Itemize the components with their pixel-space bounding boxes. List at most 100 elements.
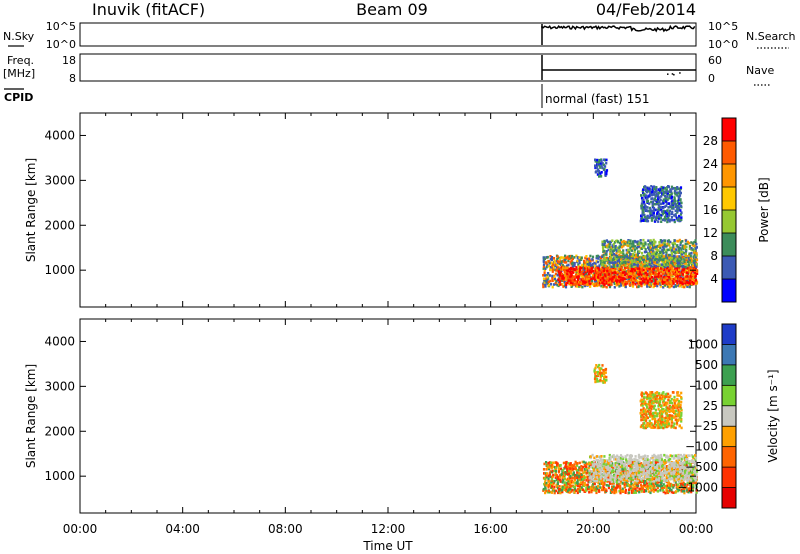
data-cell <box>566 281 569 285</box>
data-cell <box>573 256 576 259</box>
data-cell <box>565 261 568 264</box>
data-cell <box>612 249 615 252</box>
data-cell <box>657 418 660 421</box>
data-cell <box>679 209 682 212</box>
data-cell <box>612 275 615 279</box>
data-cell <box>646 455 649 458</box>
data-cell <box>631 277 634 280</box>
data-cell <box>670 203 673 206</box>
data-cell <box>632 465 635 468</box>
data-cell <box>623 483 626 486</box>
data-cell <box>598 461 601 465</box>
data-cell <box>568 469 571 473</box>
data-cell <box>644 454 647 458</box>
data-cell <box>661 192 664 196</box>
data-cell <box>650 485 653 488</box>
data-cell <box>619 284 623 287</box>
data-cell <box>642 272 645 275</box>
data-cell <box>589 282 592 286</box>
nave-label: Nave <box>746 64 774 77</box>
data-cell <box>652 490 655 493</box>
data-cell <box>659 471 662 474</box>
data-cell <box>654 411 657 415</box>
data-cell <box>587 466 590 470</box>
data-cell <box>652 411 655 415</box>
data-cell <box>644 400 647 404</box>
data-cell <box>669 457 672 461</box>
data-cell <box>616 457 619 461</box>
data-cell <box>647 403 650 406</box>
data-cell <box>655 190 658 193</box>
data-cell <box>555 478 558 481</box>
data-cell <box>657 408 660 411</box>
data-cell <box>629 466 632 470</box>
data-cell <box>618 247 621 250</box>
data-cell <box>674 426 677 430</box>
data-cell <box>680 211 683 214</box>
data-cell <box>640 282 643 285</box>
data-cell <box>672 263 675 267</box>
data-cell <box>641 219 644 222</box>
data-cell <box>614 279 618 282</box>
data-cell <box>655 192 658 196</box>
data-cell <box>640 268 643 272</box>
data-cell <box>657 402 660 406</box>
data-cell <box>648 471 651 475</box>
data-cell <box>664 196 667 199</box>
data-cell <box>621 263 624 267</box>
data-cell <box>622 249 625 252</box>
data-cell <box>609 280 612 284</box>
data-cell <box>673 395 676 399</box>
data-cell <box>588 462 591 466</box>
data-cell <box>593 471 596 475</box>
data-cell <box>681 244 684 248</box>
data-cell <box>556 260 559 263</box>
data-cell <box>658 256 661 260</box>
data-cell <box>683 280 686 283</box>
data-cell <box>659 268 662 272</box>
data-cell <box>677 266 680 270</box>
data-cell <box>592 277 595 280</box>
data-cell <box>566 465 570 468</box>
data-cell <box>602 279 606 282</box>
data-cell <box>652 206 655 210</box>
data-cell <box>592 275 595 279</box>
data-cell <box>561 283 564 286</box>
data-cell <box>673 247 676 251</box>
data-cell <box>689 462 692 466</box>
data-cell <box>592 478 595 482</box>
data-cell <box>643 422 646 425</box>
data-cell <box>677 198 681 202</box>
data-cell <box>638 267 641 270</box>
data-cell <box>608 242 611 246</box>
data-cell <box>603 256 606 260</box>
data-cell <box>669 285 672 288</box>
data-cell <box>621 271 624 274</box>
data-cell <box>670 253 673 256</box>
data-cell <box>562 479 565 482</box>
data-cell <box>598 281 602 285</box>
data-cell <box>658 263 661 266</box>
data-cell <box>620 258 623 261</box>
data-cell <box>581 285 584 289</box>
data-cell <box>660 282 663 285</box>
data-cell <box>630 454 633 458</box>
data-cell <box>634 255 637 259</box>
data-cell <box>588 274 591 277</box>
data-cell <box>570 256 573 260</box>
data-cell <box>694 255 697 259</box>
data-cell <box>604 371 607 374</box>
data-cell <box>665 217 668 221</box>
data-cell <box>573 479 576 482</box>
data-cell <box>619 491 622 495</box>
data-cell <box>629 461 632 464</box>
data-cell <box>677 408 680 412</box>
data-cell <box>664 469 667 472</box>
data-cell <box>630 481 633 485</box>
freq-frame <box>79 53 697 82</box>
data-cell <box>610 283 613 286</box>
data-cell <box>680 477 683 480</box>
data-cell <box>600 374 604 377</box>
data-cell <box>605 258 608 262</box>
data-cell <box>650 412 653 416</box>
